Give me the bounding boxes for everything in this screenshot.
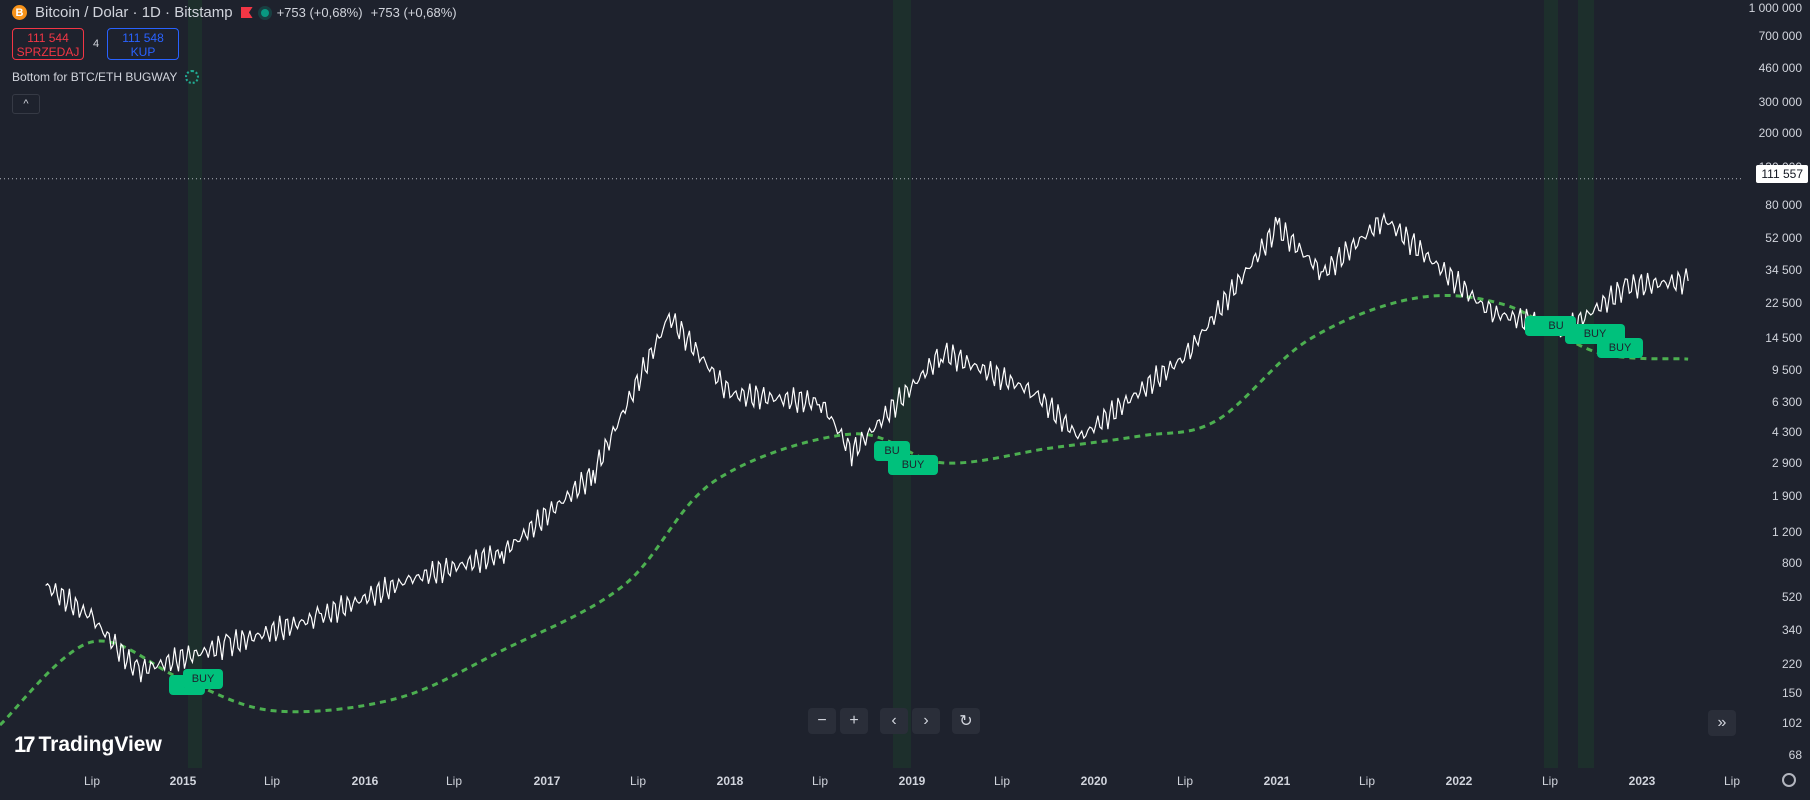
time-axis[interactable]: Lip 2015 Lip 2016 Lip 2017 Lip 2018 Lip 2019 Lip 20… [0, 768, 1744, 800]
time-tick-month: Lip [1723, 774, 1741, 788]
price-line [45, 212, 1689, 683]
scroll-right-button[interactable]: › [912, 708, 940, 734]
price-tick-label: 800 [1781, 556, 1802, 571]
price-tick-label: 1 900 [1771, 488, 1802, 503]
signal-highlight-band [893, 0, 911, 768]
price-change-percent: +753 (+0,68%) [370, 5, 457, 20]
buy-signal-label: BUY [1597, 338, 1643, 358]
price-tick-label: 2 900 [1771, 455, 1802, 470]
tradingview-logo-icon: 17 [14, 732, 36, 757]
time-tick-month: Lip [811, 774, 829, 788]
settings-icon[interactable] [1782, 773, 1796, 787]
indicator-legend[interactable]: Bottom for BTC/ETH BUGWAY [12, 70, 200, 84]
zoom-in-button[interactable]: + [840, 708, 868, 734]
time-tick-month: Lip [1358, 774, 1376, 788]
price-tick-label: 460 000 [1758, 61, 1802, 76]
time-tick-year: 2018 [716, 774, 744, 788]
spread-value: 4 [93, 38, 100, 50]
symbol-title[interactable]: Bitcoin / Dolar · 1D · Bitstamp [35, 4, 233, 21]
time-tick-month: Lip [445, 774, 463, 788]
time-tick-year: 2015 [169, 774, 197, 788]
chart-navigation: − + ‹ › ↻ [808, 708, 984, 734]
time-tick-month: Lip [263, 774, 281, 788]
price-tick-label: 200 000 [1758, 126, 1802, 141]
time-tick-year: 2016 [351, 774, 379, 788]
time-tick-month: Lip [629, 774, 647, 788]
tradingview-logo[interactable]: 17 TradingView [14, 732, 162, 758]
time-tick-month: Lip [83, 774, 101, 788]
price-tick-label: 22 500 [1765, 296, 1802, 311]
price-tick-label: 34 500 [1765, 263, 1802, 278]
current-price-label: 111 557 [1756, 165, 1808, 183]
time-tick-year: 2022 [1445, 774, 1473, 788]
price-tick-label: 4 300 [1771, 425, 1802, 440]
sell-button[interactable]: 111 544 SPRZEDAJ [12, 28, 84, 60]
signal-highlight-band [1578, 0, 1594, 768]
chart-canvas[interactable] [0, 0, 1744, 768]
price-tick-label: 80 000 [1765, 197, 1802, 212]
buy-button[interactable]: 111 548 KUP [107, 28, 179, 60]
bitcoin-icon: B [12, 5, 27, 20]
scroll-to-realtime-button[interactable]: » [1708, 710, 1736, 736]
loading-icon [185, 70, 200, 84]
buy-signal-label: BUY [183, 669, 223, 689]
time-tick-year: 2019 [898, 774, 926, 788]
price-tick-label: 520 [1781, 589, 1802, 604]
time-tick-year: 2021 [1263, 774, 1291, 788]
time-tick-year: 2023 [1628, 774, 1656, 788]
price-tick-label: 14 500 [1765, 330, 1802, 345]
indicator-name: Bottom for BTC/ETH BUGWAY [12, 70, 178, 84]
time-tick-year: 2020 [1080, 774, 1108, 788]
signal-highlight-band [188, 0, 202, 768]
flag-icon[interactable] [240, 7, 253, 18]
tradingview-logo-text: TradingView [38, 733, 162, 756]
reset-chart-button[interactable]: ↻ [952, 708, 980, 734]
price-tick-label: 340 [1781, 622, 1802, 637]
moving-average-line [0, 294, 1689, 727]
scroll-left-button[interactable]: ‹ [880, 708, 908, 734]
price-tick-label: 52 000 [1765, 231, 1802, 246]
sell-label: SPRZEDAJ [16, 45, 80, 59]
buy-price: 111 548 [122, 31, 164, 45]
market-status-icon [260, 8, 269, 17]
price-tick-label: 1 200 [1771, 524, 1802, 539]
collapse-legend-button[interactable]: ^ [12, 94, 40, 114]
price-tick-label: 9 500 [1771, 363, 1802, 378]
symbol-header: B Bitcoin / Dolar · 1D · Bitstamp +753 (… [12, 4, 457, 21]
time-tick-year: 2017 [533, 774, 561, 788]
price-change: +753 (+0,68%) [276, 5, 363, 20]
buy-signal-label: BUY [888, 455, 938, 475]
time-tick-month: Lip [1541, 774, 1559, 788]
price-tick-label: 102 [1781, 716, 1802, 731]
buy-label: KUP [130, 45, 156, 59]
price-tick-label: 220 [1781, 656, 1802, 671]
chart-area[interactable]: BBUYBUBUYBBUBUYBUY [0, 0, 1744, 768]
time-tick-month: Lip [1176, 774, 1194, 788]
time-tick-month: Lip [993, 774, 1011, 788]
signal-highlight-band [1544, 0, 1558, 768]
price-tick-label: 1 000 000 [1748, 1, 1802, 15]
price-tick-label: 300 000 [1758, 94, 1802, 109]
price-tick-label: 6 300 [1771, 395, 1802, 410]
zoom-out-button[interactable]: − [808, 708, 836, 734]
sell-price: 111 544 [27, 31, 69, 45]
price-tick-label: 68 [1788, 748, 1802, 762]
price-tick-label: 150 [1781, 686, 1802, 701]
price-tick-label: 700 000 [1758, 28, 1802, 43]
